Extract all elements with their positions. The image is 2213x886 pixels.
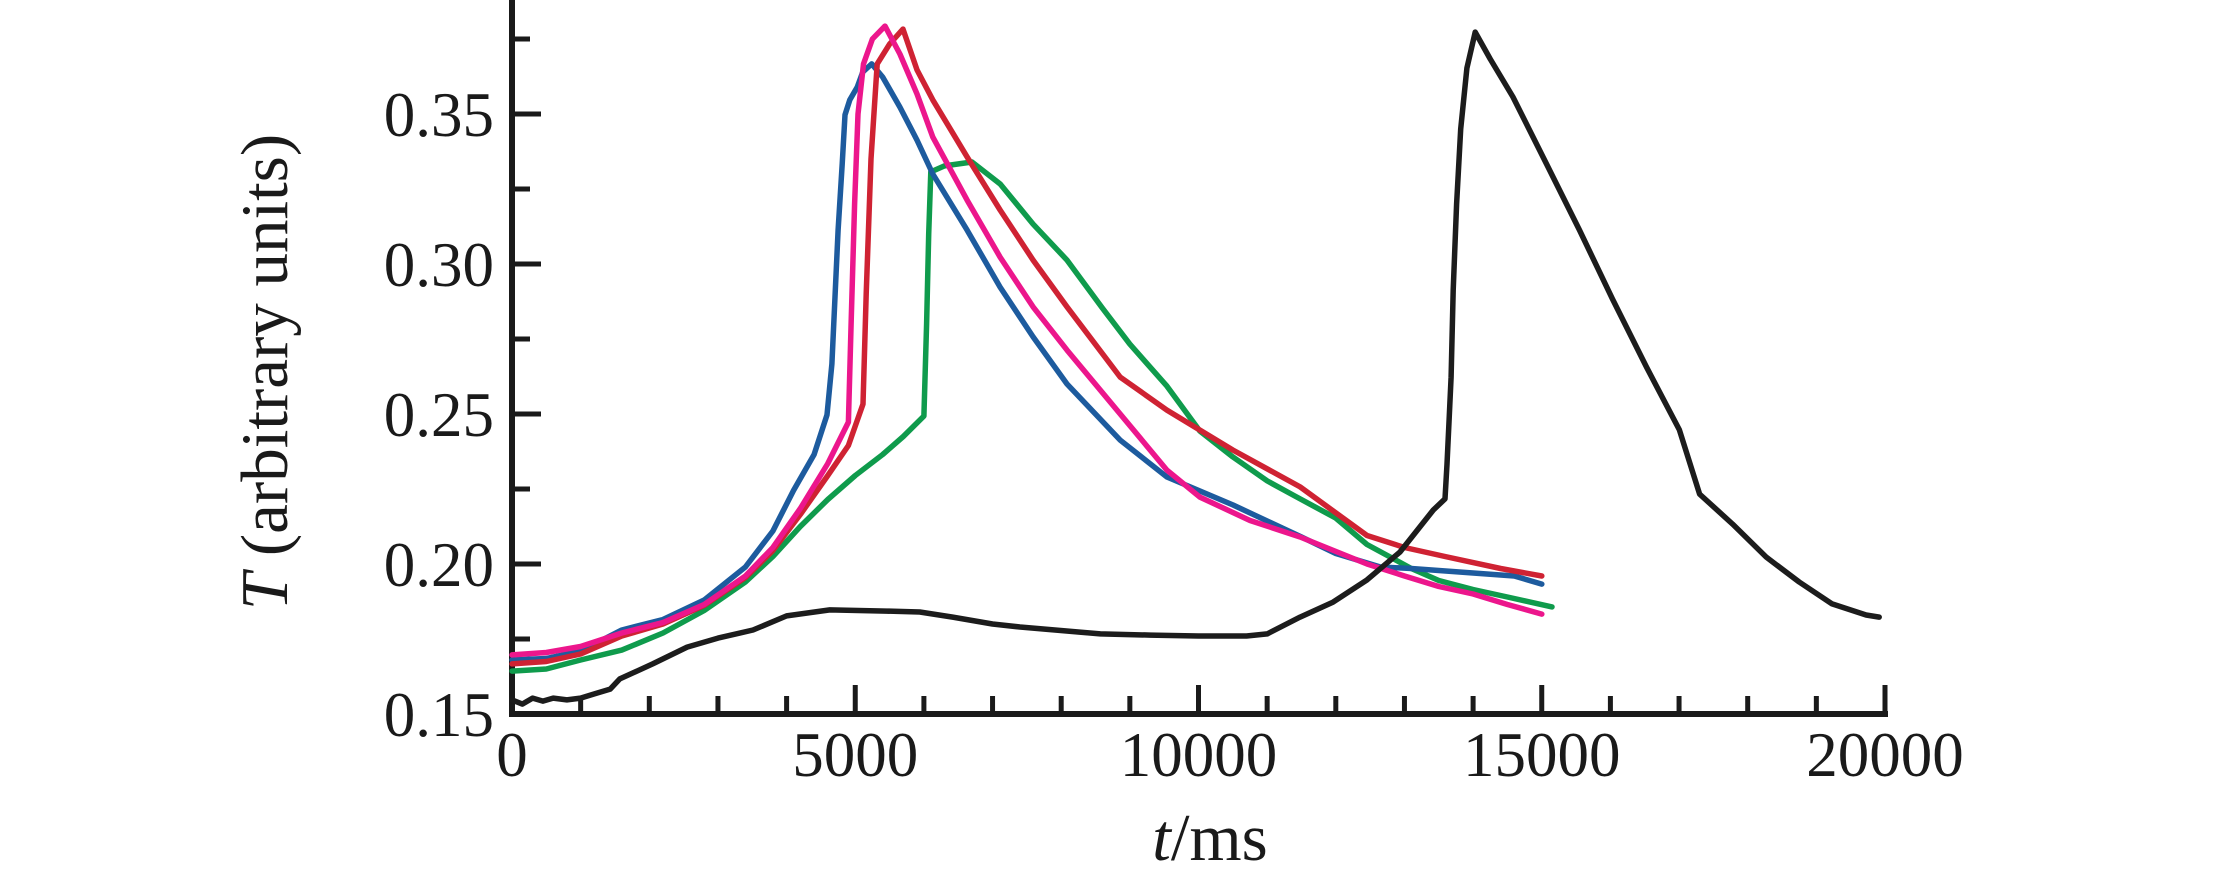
y-tick-label: 0.25 [384, 380, 494, 450]
y-axis-title-units: (arbitrary units) [228, 134, 302, 573]
x-axis-title: t/ms [1152, 801, 1267, 875]
y-tick-label: 0.35 [384, 80, 494, 150]
x-minor-ticks [578, 696, 1819, 711]
x-tick-label: 20000 [1806, 720, 1964, 790]
green-trace [509, 159, 1555, 674]
x-axis-title-variable: t [1152, 801, 1172, 875]
x-tick-label: 10000 [1120, 720, 1278, 790]
x-tick-labels: 0 5000 10000 15000 20000 [496, 720, 1964, 790]
x-tick-label: 5000 [792, 720, 918, 790]
axes: 0 5000 10000 15000 20000 0.15 0.20 0.25 0.30 0.3… [384, 0, 1964, 790]
y-tick-label: 0.30 [384, 230, 494, 300]
x-major-ticks [852, 685, 1888, 711]
y-tick-label: 0.20 [384, 530, 494, 600]
series-lines [509, 23, 1882, 707]
magenta-trace [509, 23, 1545, 658]
y-tick-label: 0.15 [384, 680, 494, 750]
x-tick-label: 15000 [1463, 720, 1621, 790]
y-axis-title-variable: T [228, 568, 302, 610]
y-tick-labels: 0.15 0.20 0.25 0.30 0.35 [384, 80, 494, 750]
black-trace [509, 29, 1882, 707]
y-axis-title: T (arbitrary units) [228, 134, 302, 610]
y-major-ticks [515, 111, 541, 567]
y-minor-ticks [515, 36, 530, 642]
x-tick-label: 0 [496, 720, 528, 790]
x-axis-title-units: /ms [1171, 801, 1268, 875]
